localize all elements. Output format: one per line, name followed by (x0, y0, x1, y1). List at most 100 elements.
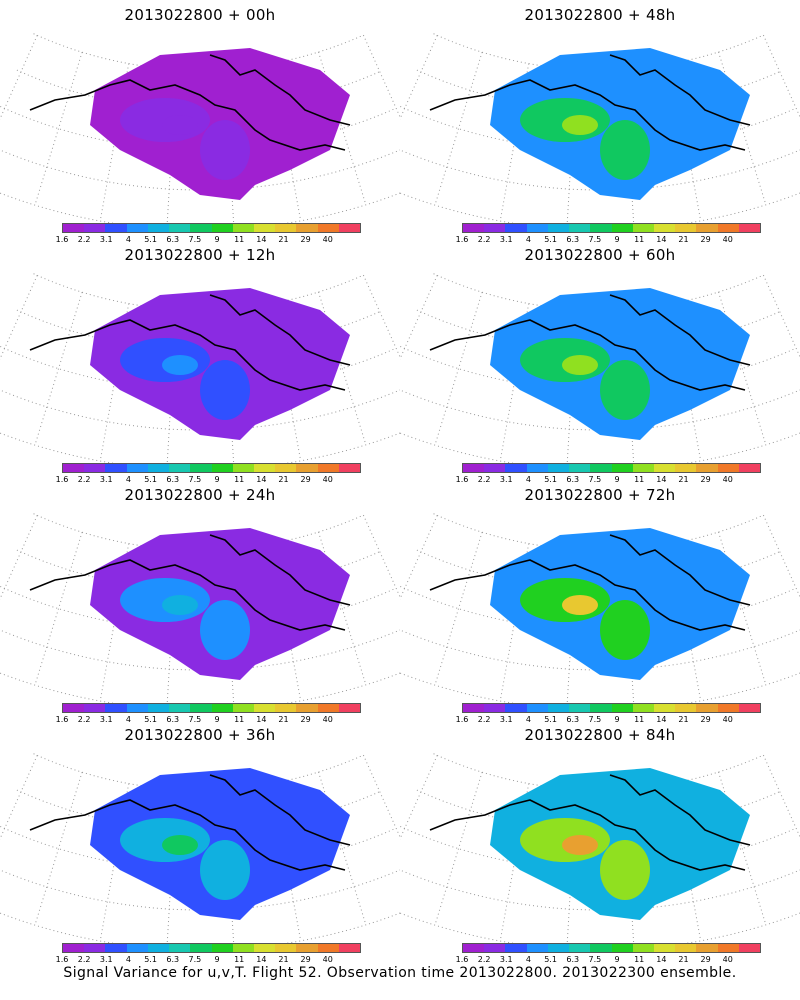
latitude-line (0, 586, 397, 631)
panel-title: 2013022800 + 00h (124, 6, 276, 24)
colorbar-tick-label: 21 (278, 235, 289, 244)
colorbar-tick-label: 1.6 (55, 715, 69, 724)
colorbar-tick-label: 14 (656, 715, 667, 724)
colorbar-swatch (105, 944, 127, 952)
colorbar-swatch (147, 464, 170, 472)
colorbar-tick-label: 11 (634, 475, 645, 484)
colorbar-swatch (169, 944, 191, 952)
colorbar-tick-label: 5.1 (144, 955, 157, 964)
colorbar-tick-label: 14 (256, 955, 267, 964)
colorbar-tick-label: 4 (525, 475, 531, 484)
colorbar-swatch (526, 944, 548, 952)
colorbar-swatch (84, 944, 106, 952)
colorbar-swatch (275, 704, 297, 712)
panel-title: 2013022800 + 36h (124, 726, 276, 744)
colorbar-swatch (738, 704, 761, 712)
colorbar-tick-label: 4 (125, 715, 131, 724)
colorbar-tick-label: 40 (722, 955, 733, 964)
colorbar-swatch (632, 944, 654, 952)
colorbar (62, 703, 361, 713)
colorbar-labels: 1.6 2.2 3.1 4 5.1 6.3 7.5 9 11 14 21 29 40 (456, 475, 761, 485)
longitude-line (400, 515, 438, 601)
colorbar-tick-label: 29 (300, 715, 311, 724)
colorbar-swatch (653, 224, 676, 232)
colorbar-tick-label: 9 (614, 715, 620, 724)
colorbar (62, 943, 361, 953)
colorbar-tick-label: 7.5 (588, 955, 602, 964)
longitude-line (0, 755, 38, 841)
longitude-line (718, 51, 767, 206)
colorbar-tick-label: 6.3 (566, 955, 580, 964)
colorbar-swatch (232, 464, 254, 472)
colorbar-swatch (126, 704, 148, 712)
colorbar-swatch (675, 464, 697, 472)
colorbar-tick-label: 5.1 (544, 715, 557, 724)
colorbar-tick-label: 11 (634, 955, 645, 964)
coastline (429, 54, 751, 151)
colorbar-swatch (569, 944, 591, 952)
colorbar-swatch (338, 224, 361, 232)
colorbar-tick-label: 6.3 (166, 235, 180, 244)
longitude-line (362, 274, 400, 359)
colorbar-swatch (296, 944, 318, 952)
colorbar-swatch (590, 224, 612, 232)
variance-peak (562, 835, 598, 855)
longitude-line (34, 772, 83, 926)
colorbar-swatch (590, 944, 612, 952)
latitude-line (0, 826, 397, 871)
colorbar-swatch (505, 224, 527, 232)
colorbar-swatch (147, 704, 170, 712)
colorbar-swatch (253, 464, 276, 472)
colorbar-tick-label: 14 (256, 715, 267, 724)
colorbar-tick-label: 4 (125, 955, 131, 964)
colorbar-swatch (63, 464, 85, 472)
longitude-line (718, 531, 767, 686)
colorbar-swatch (484, 944, 506, 952)
colorbar-tick-label: 6.3 (166, 475, 180, 484)
colorbar-swatch (190, 464, 212, 472)
colorbar-tick-label: 1.6 (55, 955, 69, 964)
colorbar-swatch (611, 464, 633, 472)
panel-title: 2013022800 + 60h (524, 246, 676, 264)
colorbar-swatch (296, 704, 318, 712)
colorbar-swatch (484, 464, 506, 472)
colorbar-swatch (296, 224, 318, 232)
panel-title: 2013022800 + 12h (124, 246, 276, 264)
panel-title: 2013022800 + 72h (524, 486, 676, 504)
colorbar-swatch (275, 944, 297, 952)
colorbar-tick-label: 2.2 (77, 475, 91, 484)
colorbar-tick-label: 21 (678, 955, 689, 964)
colorbar-tick-label: 3.1 (499, 235, 513, 244)
colorbar-tick-label: 3.1 (99, 235, 113, 244)
colorbar-swatch (147, 944, 170, 952)
colorbar-swatch (717, 464, 739, 472)
longitude-line (34, 292, 83, 446)
coastline (29, 774, 351, 871)
colorbar-swatch (738, 944, 761, 952)
colorbar-swatch (463, 464, 485, 472)
map-panel: 2013022800 + 36h 1.6 2.2 3.1 4 5.1 6.3 7.5 9 11 14… (0, 720, 400, 965)
colorbar-tick-label: 40 (722, 235, 733, 244)
colorbar-tick-label: 1.6 (455, 715, 469, 724)
colorbar-swatch (105, 224, 127, 232)
colorbar-tick-label: 11 (234, 235, 245, 244)
colorbar-tick-label: 3.1 (499, 955, 513, 964)
colorbar-swatch (505, 464, 527, 472)
colorbar-tick-label: 5.1 (144, 715, 157, 724)
colorbar-swatch (632, 464, 654, 472)
colorbar-tick-label: 5.1 (544, 235, 557, 244)
forecast-map (400, 753, 800, 951)
colorbar-tick-label: 14 (256, 475, 267, 484)
forecast-map (400, 513, 800, 711)
colorbar-swatch (505, 944, 527, 952)
forecast-map (400, 273, 800, 471)
colorbar-tick-label: 2.2 (77, 235, 91, 244)
colorbar-swatch (463, 704, 485, 712)
colorbar-swatch (569, 464, 591, 472)
colorbar-swatch (696, 944, 718, 952)
coastline (29, 294, 351, 391)
colorbar-tick-label: 2.2 (477, 955, 491, 964)
colorbar-swatch (169, 704, 191, 712)
colorbar (462, 703, 761, 713)
colorbar-tick-label: 21 (678, 235, 689, 244)
